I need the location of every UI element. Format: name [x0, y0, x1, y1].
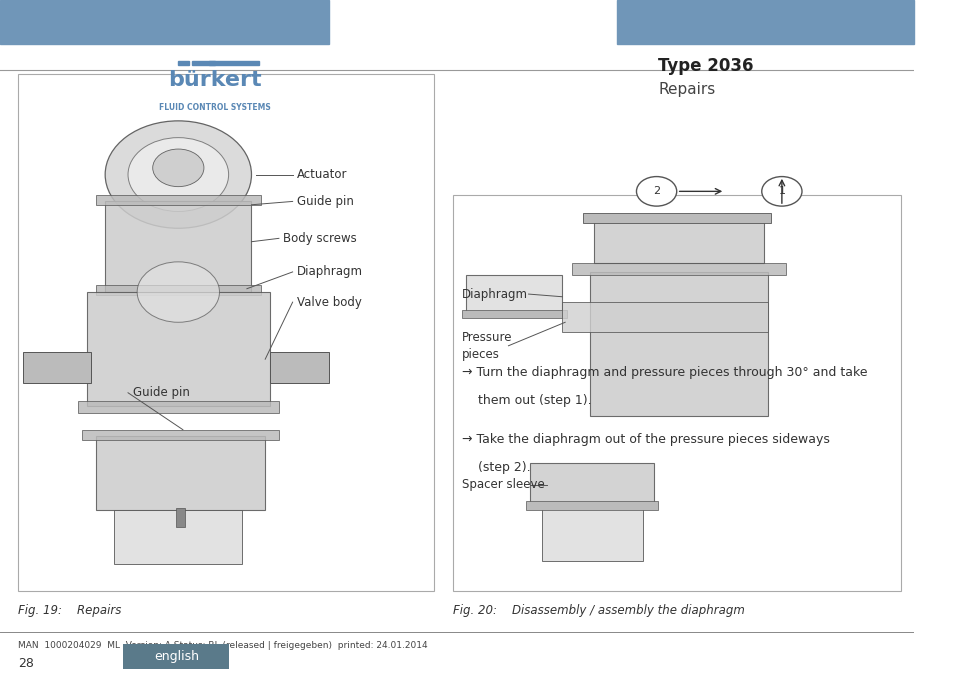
Text: Spacer sleeve: Spacer sleeve	[461, 479, 544, 491]
Bar	[178, 61, 189, 65]
Text: Guide pin: Guide pin	[132, 386, 190, 399]
Bar	[589, 272, 767, 417]
Bar	[123, 644, 229, 670]
Circle shape	[128, 138, 229, 211]
Bar	[114, 510, 242, 564]
Bar	[77, 401, 278, 413]
Bar	[175, 508, 185, 527]
Circle shape	[636, 176, 676, 206]
Circle shape	[137, 262, 219, 322]
Text: Fig. 20:    Disassembly / assembly the diaphragm: Fig. 20: Disassembly / assembly the diap…	[452, 604, 743, 617]
Circle shape	[152, 149, 204, 186]
Bar	[192, 61, 214, 65]
Bar	[452, 194, 900, 591]
Circle shape	[105, 121, 252, 228]
Bar	[0, 0, 329, 44]
Text: Actuator: Actuator	[297, 168, 347, 181]
Bar	[461, 310, 566, 318]
Bar	[617, 0, 914, 44]
Bar	[571, 263, 785, 275]
Bar	[583, 213, 770, 223]
Text: (step 2).: (step 2).	[461, 461, 530, 474]
Bar	[270, 353, 329, 383]
Text: Repairs: Repairs	[658, 82, 715, 97]
Text: english: english	[153, 650, 199, 663]
Bar	[594, 219, 762, 263]
Text: 1: 1	[778, 186, 784, 197]
Text: Diaphragm: Diaphragm	[461, 287, 527, 301]
Bar	[87, 292, 270, 406]
Text: pieces: pieces	[461, 348, 499, 361]
Text: Diaphragm: Diaphragm	[297, 265, 363, 279]
Bar	[96, 436, 265, 510]
Circle shape	[760, 176, 801, 206]
Text: 28: 28	[18, 657, 34, 670]
Text: Guide pin: Guide pin	[297, 195, 354, 208]
Text: them out (step 1).: them out (step 1).	[461, 394, 591, 407]
Bar	[82, 430, 278, 439]
Text: Valve body: Valve body	[297, 295, 362, 309]
Text: Fig. 19:    Repairs: Fig. 19: Repairs	[18, 604, 122, 617]
Text: 2: 2	[653, 186, 659, 197]
Text: → Take the diaphragm out of the pressure pieces sideways: → Take the diaphragm out of the pressure…	[461, 433, 829, 446]
Text: FLUID CONTROL SYSTEMS: FLUID CONTROL SYSTEMS	[159, 103, 271, 112]
Bar	[105, 201, 252, 292]
Text: Type 2036: Type 2036	[658, 57, 753, 75]
Text: → Turn the diaphragm and pressure pieces through 30° and take: → Turn the diaphragm and pressure pieces…	[461, 366, 866, 379]
Text: Pressure: Pressure	[461, 330, 512, 343]
Bar	[562, 302, 767, 332]
Bar	[96, 285, 260, 295]
Bar	[530, 463, 653, 507]
Bar	[96, 194, 260, 205]
Text: Body screws: Body screws	[283, 232, 356, 245]
Bar	[23, 353, 91, 383]
Bar	[541, 505, 642, 561]
Text: bürkert: bürkert	[168, 71, 261, 90]
Bar	[209, 61, 258, 65]
Bar	[466, 275, 562, 312]
Bar	[18, 74, 434, 591]
Bar	[525, 501, 658, 510]
Text: MAN  1000204029  ML  Version: A Status: RL (released | freigegeben)  printed: 24: MAN 1000204029 ML Version: A Status: RL …	[18, 641, 428, 649]
